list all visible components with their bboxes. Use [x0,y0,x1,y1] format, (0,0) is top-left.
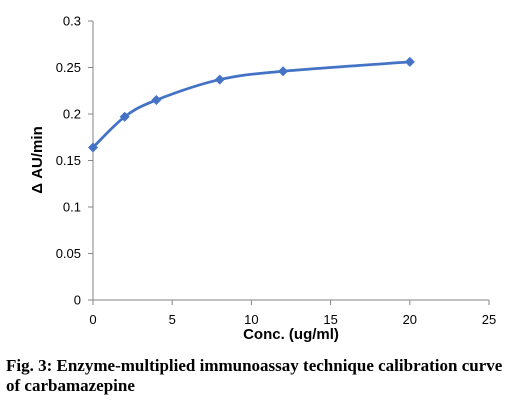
data-point-marker [119,111,130,122]
x-tick-label: 15 [323,312,337,327]
y-tick-label: 0.2 [63,107,81,122]
x-tick-label: 5 [169,312,176,327]
y-axis-ticks: 0 0.05 0.1 0.15 0.2 0.25 0.3 [56,14,93,308]
x-axis-ticks: 0 5 10 15 20 25 [89,300,496,327]
chart-axes [92,21,489,301]
x-tick-label: 10 [244,312,258,327]
y-axis-title: Δ AU/min [29,126,46,193]
y-tick-label: 0.1 [63,200,81,215]
data-point-marker [214,74,225,85]
data-point-marker [88,142,98,153]
data-point-marker [404,56,415,67]
x-tick-label: 25 [482,312,496,327]
x-tick-label: 20 [403,312,417,327]
series-line [91,60,412,149]
y-tick-label: 0.3 [63,14,81,29]
y-tick-label: 0.05 [56,246,81,261]
data-point-marker [278,66,289,77]
y-tick-label: 0.25 [56,60,81,75]
data-markers [88,56,415,153]
figure-caption: Fig. 3: Enzyme-multiplied immunoassay te… [6,356,503,395]
y-tick-label: 0 [74,293,81,308]
data-point-marker [151,95,162,106]
x-axis-title: Conc. (ug/ml) [243,326,339,343]
calibration-chart: 0 0.05 0.1 0.15 0.2 0.25 0.3 0 5 10 15 20 25 Δ AU/m… [29,14,496,344]
x-tick-label: 0 [89,312,96,327]
y-tick-label: 0.15 [56,153,81,168]
